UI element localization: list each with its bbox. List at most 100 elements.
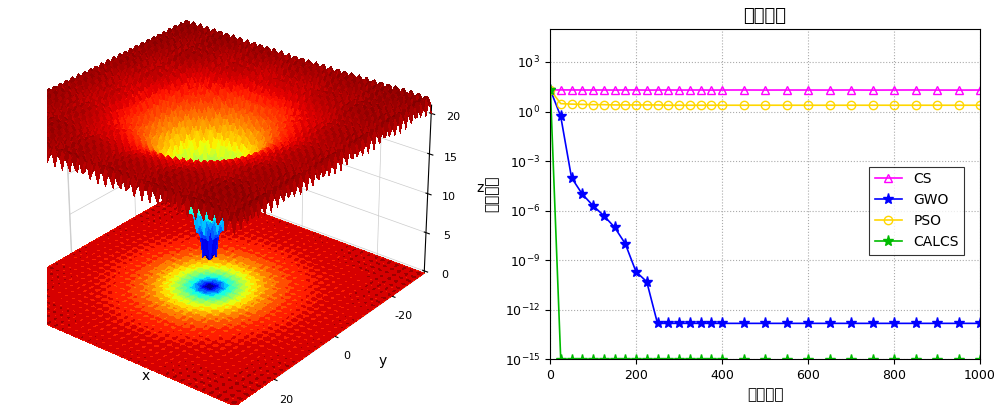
Line: PSO: PSO — [546, 86, 984, 109]
GWO — [802, 321, 814, 326]
CALCS — [566, 358, 578, 363]
CS — [866, 88, 879, 93]
Title: F10: F10 — [225, 0, 265, 4]
GWO — [630, 269, 642, 274]
Title: 收敛曲线: 收敛曲线 — [744, 7, 786, 25]
CS — [952, 88, 964, 93]
GWO — [910, 321, 922, 326]
CALCS — [824, 358, 836, 363]
PSO — [705, 103, 717, 108]
CALCS — [662, 358, 674, 363]
GWO — [673, 321, 685, 326]
PSO — [824, 103, 836, 108]
PSO — [641, 102, 653, 107]
PSO — [587, 102, 599, 107]
GWO — [952, 321, 964, 326]
CS — [544, 88, 556, 93]
X-axis label: 迭代次数: 迭代次数 — [747, 387, 783, 403]
PSO — [694, 103, 706, 108]
CALCS — [544, 88, 556, 93]
CS — [662, 88, 674, 93]
GWO — [587, 203, 599, 208]
PSO — [888, 103, 900, 108]
CS — [716, 88, 728, 93]
CALCS — [738, 358, 750, 363]
GWO — [974, 321, 986, 326]
CS — [630, 88, 642, 93]
CALCS — [716, 358, 728, 363]
CALCS — [974, 358, 986, 363]
PSO — [544, 88, 556, 93]
GWO — [641, 279, 653, 284]
GWO — [544, 88, 556, 93]
PSO — [662, 103, 674, 108]
CALCS — [630, 358, 642, 363]
CALCS — [652, 358, 664, 363]
GWO — [931, 321, 943, 326]
GWO — [652, 321, 664, 326]
X-axis label: x: x — [142, 369, 150, 383]
CS — [759, 88, 771, 93]
GWO — [662, 321, 674, 326]
CALCS — [910, 358, 922, 363]
GWO — [684, 321, 696, 326]
GWO — [694, 321, 706, 326]
CALCS — [780, 358, 792, 363]
PSO — [576, 102, 588, 107]
CS — [802, 88, 814, 93]
CALCS — [759, 358, 771, 363]
PSO — [630, 102, 642, 107]
CS — [705, 88, 717, 93]
CS — [555, 88, 567, 93]
PSO — [608, 102, 620, 107]
PSO — [802, 103, 814, 108]
GWO — [598, 213, 610, 218]
CALCS — [576, 358, 588, 363]
CS — [845, 88, 857, 93]
GWO — [716, 321, 728, 326]
GWO — [566, 175, 578, 180]
CS — [931, 88, 943, 93]
CALCS — [684, 358, 696, 363]
GWO — [705, 321, 717, 326]
GWO — [738, 321, 750, 326]
CALCS — [931, 358, 943, 363]
GWO — [845, 321, 857, 326]
Y-axis label: y: y — [378, 354, 387, 368]
CALCS — [608, 358, 620, 363]
CALCS — [866, 358, 879, 363]
PSO — [866, 103, 879, 108]
GWO — [576, 192, 588, 197]
CS — [608, 88, 620, 93]
CS — [587, 88, 599, 93]
CALCS — [845, 358, 857, 363]
CALCS — [587, 358, 599, 363]
Line: CALCS: CALCS — [545, 85, 986, 366]
Line: CS: CS — [546, 86, 984, 94]
Line: GWO: GWO — [545, 85, 986, 329]
CS — [673, 88, 685, 93]
Y-axis label: 适应度值: 适应度值 — [484, 176, 499, 212]
CS — [619, 88, 631, 93]
CS — [576, 88, 588, 93]
CALCS — [673, 358, 685, 363]
PSO — [619, 102, 631, 107]
CALCS — [641, 358, 653, 363]
CS — [641, 88, 653, 93]
GWO — [759, 321, 771, 326]
PSO — [974, 103, 986, 108]
CALCS — [694, 358, 706, 363]
PSO — [716, 103, 728, 108]
CALCS — [802, 358, 814, 363]
PSO — [780, 103, 792, 108]
GWO — [608, 225, 620, 230]
CALCS — [952, 358, 964, 363]
PSO — [738, 103, 750, 108]
CALCS — [619, 358, 631, 363]
CS — [598, 88, 610, 93]
CS — [824, 88, 836, 93]
CALCS — [705, 358, 717, 363]
PSO — [845, 103, 857, 108]
PSO — [598, 102, 610, 107]
GWO — [780, 321, 792, 326]
